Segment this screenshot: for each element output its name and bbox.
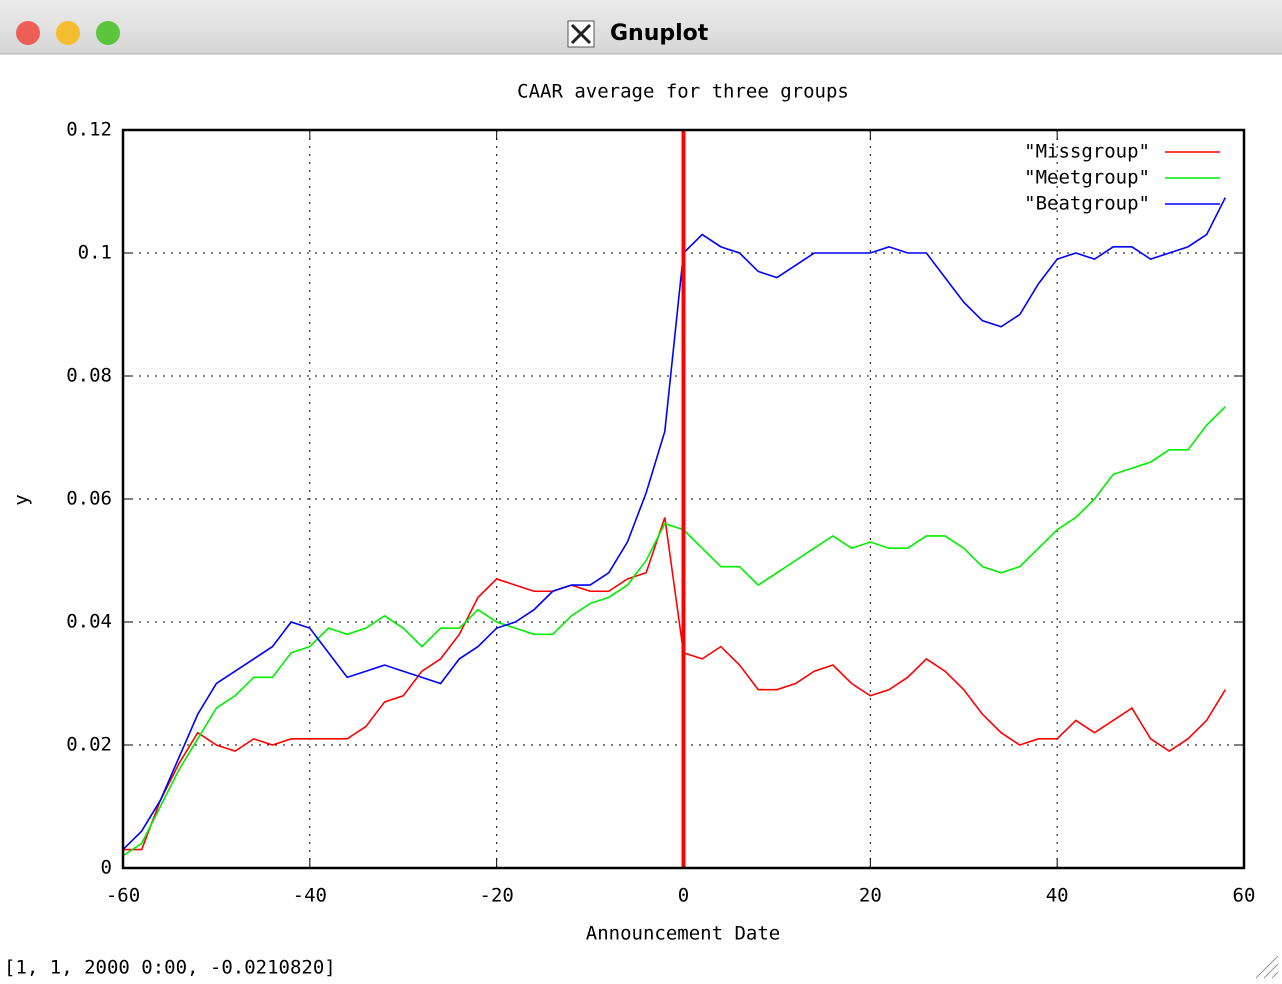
x-tick-label: 0 xyxy=(678,885,689,907)
data-line xyxy=(122,406,1226,857)
legend-label: "Meetgroup" xyxy=(1024,167,1150,189)
close-button[interactable] xyxy=(16,21,40,45)
plot-border xyxy=(121,128,1246,870)
x-tick-label: -60 xyxy=(106,885,140,907)
data-line xyxy=(122,197,1227,851)
x-tick-label: -20 xyxy=(480,885,514,907)
window-title: Gnuplot xyxy=(610,21,709,46)
x-tick-label: 40 xyxy=(1046,885,1069,907)
data-line xyxy=(123,517,1227,851)
legend-label: "Beatgroup" xyxy=(1024,193,1150,215)
x-axis-label: Announcement Date xyxy=(586,923,780,945)
title-bar xyxy=(0,0,1282,54)
y-tick-label: 0.06 xyxy=(66,488,112,510)
plot: 0 0.02 0.04 0.06 0.08 0.1 0.12 -60 -40 -20 0 20 40 60… xyxy=(66,119,1255,907)
x-tick-label: 20 xyxy=(859,885,882,907)
x-icon-glyph xyxy=(570,23,592,45)
x-tick-label: 60 xyxy=(1233,885,1256,907)
chart-title: CAAR average for three groups xyxy=(517,81,849,103)
x-tick-label: -40 xyxy=(293,885,327,907)
y-tick-label: 0.12 xyxy=(66,119,112,141)
y-tick-label: 0.04 xyxy=(66,611,112,633)
status-text: [1, 1, 2000 0:00, -0.0210820] xyxy=(4,957,336,979)
y-tick-label: 0 xyxy=(101,857,112,879)
y-axis-label: y xyxy=(11,494,33,505)
legend-label: "Missgroup" xyxy=(1024,141,1150,163)
y-tick-label: 0.08 xyxy=(66,365,112,387)
y-tick-label: 0.02 xyxy=(66,734,112,756)
zoom-button[interactable] xyxy=(96,21,120,45)
minimize-button[interactable] xyxy=(56,21,80,45)
y-tick-label: 0.1 xyxy=(78,242,112,264)
resize-grip[interactable] xyxy=(1255,955,1279,979)
